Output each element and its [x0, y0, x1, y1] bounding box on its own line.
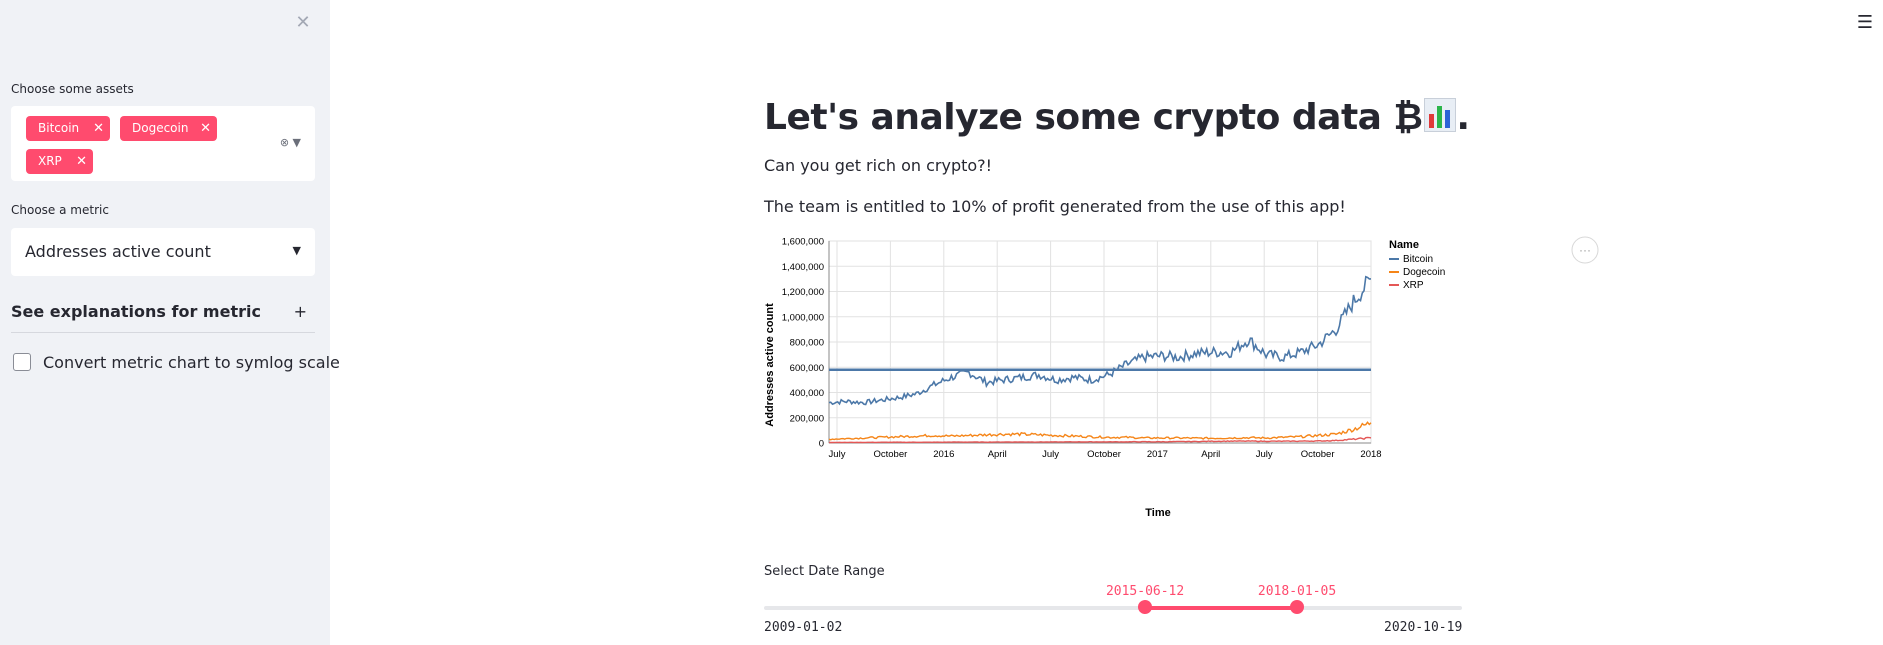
x-tick-label: April [988, 449, 1007, 460]
hamburger-icon: ☰ [1856, 12, 1873, 33]
slider-start-handle[interactable] [1138, 600, 1153, 614]
x-axis-label: Time [1145, 507, 1170, 519]
asset-tag-label: XRP [38, 154, 62, 168]
x-tick-label: July [1256, 449, 1273, 460]
series-line-dogecoin [828, 421, 1372, 441]
page-title: Let's analyze some crypto data ₿ . [764, 96, 1470, 138]
clear-all-icon[interactable]: ⊗ [279, 136, 290, 149]
chart-actions-button[interactable]: ··· [1571, 236, 1599, 264]
y-tick-label: 0 [819, 439, 824, 450]
x-tick-label: 2018 [1360, 449, 1381, 460]
legend-item-label: Bitcoin [1403, 254, 1433, 265]
series-line-bitcoin [828, 275, 1371, 406]
remove-icon[interactable]: ✕ [76, 154, 87, 169]
close-icon: ✕ [295, 12, 311, 33]
slider-end-value: 2018-01-05 [1257, 584, 1337, 599]
chevron-down-icon: ▼ [292, 244, 301, 257]
slider-end-handle[interactable] [1290, 600, 1305, 614]
bar-chart-icon [1424, 98, 1457, 132]
date-range-slider[interactable]: 2015-06-12 2018-01-05 [764, 584, 1462, 614]
x-tick-label: 2016 [933, 449, 954, 460]
assets-label: Choose some assets [11, 82, 134, 96]
plus-icon: + [293, 302, 307, 321]
metric-chart: 0 200,000 400,000 600,000 800,000 1,000,000 1,… [760, 230, 1610, 525]
sidebar: ✕ Choose some assets Bitcoin ✕ Dogecoin … [0, 0, 340, 645]
series-line-xrp [828, 436, 1372, 444]
remove-icon[interactable]: ✕ [93, 121, 104, 136]
y-tick-label: 1,200,000 [782, 287, 824, 298]
more-icon: ··· [1579, 243, 1591, 257]
x-tick-label: October [1301, 449, 1335, 460]
chevron-down-icon[interactable]: ▼ [292, 136, 301, 149]
intro-text: Can you get rich on crypto?! [764, 156, 993, 175]
slider-max-value: 2020-10-19 [1384, 620, 1463, 635]
expander-title: See explanations for metric [11, 302, 261, 321]
page-title-suffix: . [1456, 97, 1470, 138]
x-tick-label: July [829, 449, 846, 460]
x-tick-label: 2017 [1147, 449, 1168, 460]
asset-tag-bitcoin: Bitcoin ✕ [26, 116, 110, 141]
note-text: The team is entitled to 10% of profit ge… [764, 197, 1346, 216]
page-title-text: Let's analyze some crypto data ₿ [764, 97, 1423, 138]
slider-selected-range [1145, 606, 1298, 610]
assets-multiselect[interactable]: Bitcoin ✕ Dogecoin ✕ XRP ✕ ⊗ ▼ [11, 106, 315, 181]
remove-icon[interactable]: ✕ [200, 121, 211, 136]
y-axis-label: Addresses active count [764, 303, 776, 427]
x-tick-label: October [874, 449, 908, 460]
metric-explanations-expander[interactable]: See explanations for metric + [11, 300, 315, 333]
metric-select-value: Addresses active count [25, 242, 211, 261]
x-tick-label: October [1087, 449, 1121, 460]
main-menu-button[interactable]: ☰ [1857, 12, 1873, 33]
y-tick-label: 400,000 [790, 388, 824, 399]
metric-label: Choose a metric [11, 203, 109, 217]
y-tick-label: 1,400,000 [782, 262, 824, 273]
legend-title: Name [1389, 239, 1419, 251]
asset-tag-xrp: XRP ✕ [26, 149, 93, 174]
asset-tag-dogecoin: Dogecoin ✕ [120, 116, 217, 141]
close-sidebar-button[interactable]: ✕ [292, 12, 314, 34]
multiselect-controls: ⊗ ▼ [280, 136, 301, 149]
x-tick-label: April [1201, 449, 1220, 460]
y-tick-label: 1,000,000 [782, 312, 824, 323]
legend-item-label: XRP [1403, 280, 1424, 291]
slider-min-value: 2009-01-02 [764, 620, 843, 635]
y-tick-label: 200,000 [790, 413, 824, 424]
x-tick-label: July [1042, 449, 1059, 460]
y-tick-label: 1,600,000 [782, 237, 824, 248]
slider-start-value: 2015-06-12 [1105, 584, 1185, 599]
y-tick-label: 600,000 [790, 363, 824, 374]
y-tick-label: 800,000 [790, 338, 824, 349]
legend-item-label: Dogecoin [1403, 267, 1445, 278]
metric-chart-svg: 0 200,000 400,000 600,000 800,000 1,000,000 1,… [764, 236, 1599, 519]
symlog-checkbox-label: Convert metric chart to symlog scale [43, 353, 340, 372]
metric-select[interactable]: Addresses active count ▼ [11, 228, 315, 276]
date-range-label: Select Date Range [764, 564, 885, 579]
asset-tag-label: Dogecoin [132, 121, 189, 135]
symlog-checkbox[interactable] [13, 353, 31, 371]
asset-tag-label: Bitcoin [38, 121, 80, 135]
